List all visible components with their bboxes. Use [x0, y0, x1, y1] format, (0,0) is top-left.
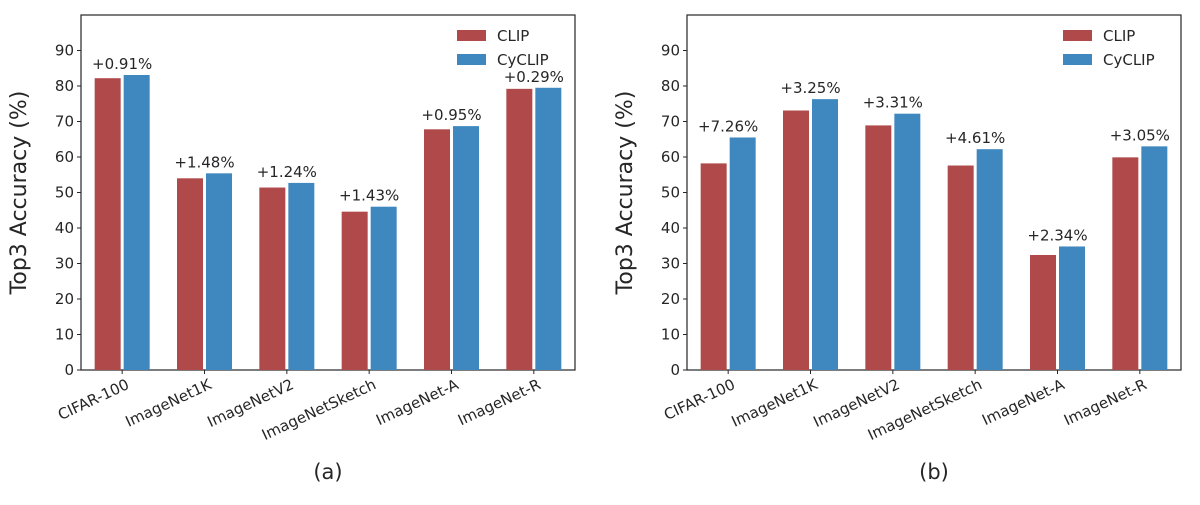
bar-cyclip-imagenetv2 — [288, 182, 315, 370]
bar-clip-imagenet-r — [1112, 157, 1139, 370]
y-tick-label: 90 — [55, 42, 74, 60]
y-tick-label: 0 — [64, 361, 74, 379]
x-tick-label: ImageNet1K — [729, 375, 822, 431]
legend-label-clip: CLIP — [1103, 27, 1135, 45]
bar-cyclip-cifar-100 — [729, 137, 756, 370]
y-tick-label: 80 — [55, 77, 74, 95]
bar-cyclip-imagenet-a — [1059, 246, 1085, 370]
y-tick-label: 10 — [661, 326, 680, 344]
x-tick-label: ImageNet-R — [1061, 375, 1149, 429]
legend-swatch-clip — [1063, 30, 1092, 41]
y-tick-label: 70 — [661, 113, 680, 131]
bar-cyclip-imagenetsketch — [976, 149, 1003, 370]
y-tick-label: 20 — [55, 290, 74, 308]
bar-clip-imagenetsketch — [947, 165, 974, 370]
y-tick-label: 40 — [661, 219, 680, 237]
bar-cyclip-imagenetsketch — [370, 206, 397, 370]
legend-label-cyclip: CyCLIP — [497, 51, 549, 69]
bar-clip-imagenet1k — [177, 178, 203, 370]
y-tick-label: 50 — [661, 184, 680, 202]
bar-cyclip-imagenet-r — [1141, 146, 1168, 370]
y-tick-label: 70 — [55, 113, 74, 131]
y-tick-label: 30 — [661, 255, 680, 273]
x-tick-label: ImageNet-A — [373, 375, 462, 429]
bar-clip-imagenet-a — [1030, 254, 1056, 370]
y-tick-label: 0 — [670, 361, 680, 379]
y-axis-label: Top3 Accuracy (%) — [7, 91, 32, 296]
y-tick-label: 80 — [661, 77, 680, 95]
delta-annotation: +7.26% — [698, 117, 758, 135]
bar-clip-imagenetv2 — [865, 125, 892, 370]
panel-a: 0 10 20 30 40 50 60 70 80 90 Top3 Accuracy (%) +0.9… — [7, 14, 576, 484]
bar-clip-imagenet-a — [424, 129, 450, 370]
delta-annotation: +3.25% — [780, 79, 840, 97]
delta-annotation: +1.48% — [174, 153, 234, 171]
x-tick-label: ImageNet-R — [455, 375, 543, 429]
delta-annotation: +0.95% — [421, 106, 481, 124]
delta-annotation: +1.24% — [257, 163, 317, 181]
legend-label-cyclip: CyCLIP — [1103, 51, 1155, 69]
panel-b: 0 10 20 30 40 50 60 70 80 90 Top3 Accuracy (%) +7.2… — [613, 14, 1182, 484]
bar-cyclip-imagenet1k — [812, 99, 838, 370]
bar-cyclip-imagenet-a — [453, 126, 479, 371]
delta-annotation: +3.05% — [1110, 126, 1170, 144]
delta-annotation: +4.61% — [945, 129, 1005, 147]
bar-cyclip-imagenet-r — [535, 87, 562, 371]
y-tick-label: 40 — [55, 219, 74, 237]
bar-clip-cifar-100 — [94, 78, 121, 370]
legend-swatch-cyclip — [457, 54, 486, 65]
y-tick-label: 20 — [661, 290, 680, 308]
panel-label: (b) — [919, 460, 949, 484]
y-tick-label: 10 — [55, 326, 74, 344]
bar-clip-imagenet-r — [506, 88, 533, 370]
delta-annotation: +1.43% — [339, 187, 399, 205]
legend-swatch-cyclip — [1063, 54, 1092, 65]
bar-clip-cifar-100 — [700, 163, 727, 370]
x-tick-label: ImageNet1K — [123, 375, 216, 431]
bar-clip-imagenetsketch — [341, 211, 368, 370]
legend-label-clip: CLIP — [497, 27, 529, 45]
delta-annotation: +0.29% — [504, 68, 564, 86]
y-tick-label: 60 — [661, 148, 680, 166]
bar-cyclip-imagenetv2 — [894, 113, 921, 370]
x-tick-label: CIFAR-100 — [55, 375, 132, 424]
y-tick-label: 90 — [661, 42, 680, 60]
bar-cyclip-cifar-100 — [123, 74, 150, 371]
y-axis-label: Top3 Accuracy (%) — [613, 91, 638, 296]
y-tick-label: 30 — [55, 255, 74, 273]
delta-annotation: +2.34% — [1027, 226, 1087, 244]
y-tick-label: 50 — [55, 184, 74, 202]
legend-swatch-clip — [457, 30, 486, 41]
panel-label: (a) — [313, 460, 342, 484]
bar-clip-imagenet1k — [783, 110, 809, 371]
bar-cyclip-imagenet1k — [206, 173, 232, 370]
bar-clip-imagenetv2 — [259, 187, 286, 370]
delta-annotation: +0.91% — [92, 55, 152, 73]
y-tick-label: 60 — [55, 148, 74, 166]
x-tick-label: ImageNet-A — [979, 375, 1068, 429]
delta-annotation: +3.31% — [863, 94, 923, 112]
x-tick-label: CIFAR-100 — [661, 375, 738, 424]
